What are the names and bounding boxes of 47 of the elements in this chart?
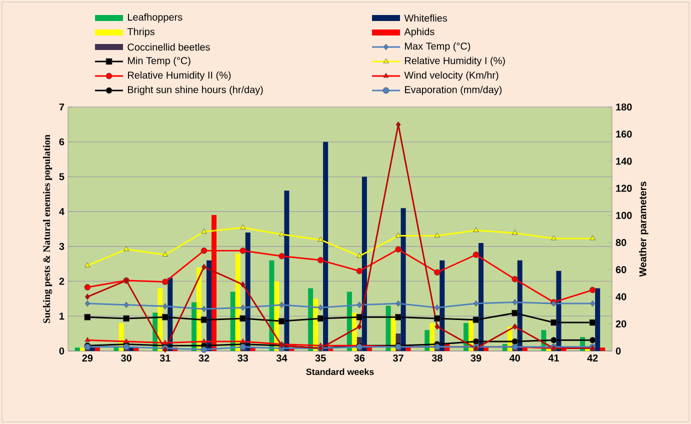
x-tick-label: 37 [392,354,404,362]
x-axis-title: Standard weeks [306,368,374,376]
y2-tick-label: 160 [616,130,632,138]
x-tick-label: 31 [160,354,170,362]
y2-tick-label: 100 [616,212,632,219]
x-tick-label: 35 [315,354,326,362]
x-tick-label: 30 [120,354,132,362]
y2-tick-label: 60 [616,266,626,274]
legend-label: Relative Humidity II (%) [128,71,231,81]
legend-label: Thrips [127,28,155,38]
y2-axis-title: Weather parameters [638,182,648,277]
x-tick-label: 40 [509,354,520,362]
x-tick-label: 36 [354,354,365,362]
x-tick-label: 42 [587,354,598,362]
legend-label: Bright sun shine hours (hr/day) [128,86,263,96]
y2-tick-label: 20 [616,320,626,328]
legend-label: Whiteflies [404,14,448,22]
x-tick-label: 29 [82,354,93,362]
y-tick-label: 5 [59,173,64,180]
x-tick-label: 33 [238,354,248,362]
y-tick-label: 6 [59,138,64,146]
x-tick-label: 39 [470,354,482,362]
y-axis-title: Sucking pests & Natural enemies population [42,134,52,323]
x-tick-label: 38 [432,354,442,362]
legend-label: Wind velocity (Km/hr) [404,71,498,81]
legend-label: Aphids [404,28,434,38]
legend-label: Leafhoppers [128,13,182,23]
legend-label: Min Temp (°C) [128,56,190,66]
y2-tick-label: 140 [616,158,632,165]
y-tick-label: 4 [59,208,64,215]
y-tick-label: 7 [59,104,64,110]
y-tick-label: 0 [59,347,64,355]
legend-label: Relative Humidity I (%) [405,56,505,66]
x-tick-label: 32 [198,354,210,362]
legend-label: Coccinellid beetles [128,43,210,51]
x-tick-label: 41 [548,354,559,362]
y2-tick-label: 180 [616,103,632,111]
y-tick-label: 3 [59,242,64,250]
y-tick-label: 1 [60,312,64,320]
legend-label: Evaporation (mm/day) [405,86,502,96]
y-tick-label: 2 [59,278,64,285]
x-tick-label: 34 [276,354,288,362]
y2-tick-label: 0 [616,347,621,355]
y2-tick-label: 120 [616,184,632,192]
y2-tick-label: 80 [616,239,626,246]
legend-label: Max Temp (°C) [405,42,470,52]
y2-tick-label: 40 [616,293,626,300]
